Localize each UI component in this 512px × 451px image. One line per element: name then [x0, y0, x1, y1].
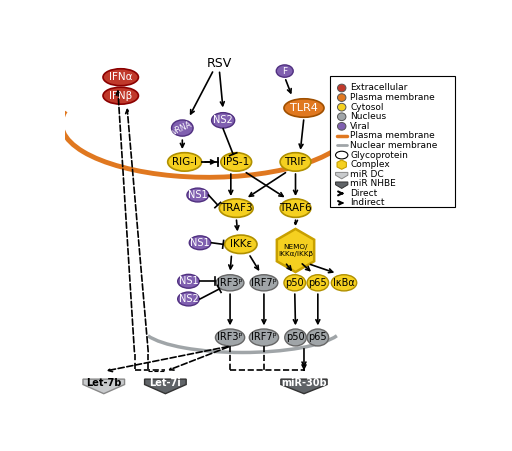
Ellipse shape	[335, 151, 348, 159]
Text: Let-7b: Let-7b	[86, 378, 121, 388]
Ellipse shape	[276, 65, 293, 77]
Ellipse shape	[337, 84, 346, 92]
Text: Indirect: Indirect	[350, 198, 385, 207]
Text: IRF7ᵖ: IRF7ᵖ	[251, 278, 277, 288]
Ellipse shape	[337, 113, 346, 120]
Text: miR-30b: miR-30b	[281, 378, 327, 388]
Text: IRF3ᵖ: IRF3ᵖ	[217, 332, 243, 342]
Text: Glycoprotein: Glycoprotein	[350, 151, 408, 160]
Ellipse shape	[280, 153, 311, 171]
Ellipse shape	[172, 120, 193, 136]
Ellipse shape	[168, 153, 202, 171]
Text: NS1: NS1	[179, 276, 198, 286]
Text: Let-7i: Let-7i	[150, 378, 181, 388]
Text: IKKε: IKKε	[230, 239, 252, 249]
Text: F: F	[282, 67, 287, 76]
Ellipse shape	[307, 275, 329, 291]
Ellipse shape	[221, 153, 251, 171]
Text: Direct: Direct	[350, 189, 377, 198]
Text: IFNα: IFNα	[109, 72, 133, 82]
Ellipse shape	[307, 329, 329, 346]
Ellipse shape	[211, 113, 234, 128]
Ellipse shape	[219, 199, 253, 217]
Text: NS2: NS2	[214, 115, 233, 125]
Text: Nucleus: Nucleus	[350, 112, 387, 121]
Text: p65: p65	[309, 278, 327, 288]
Polygon shape	[277, 229, 314, 272]
Ellipse shape	[225, 235, 257, 253]
Text: RSV: RSV	[207, 57, 232, 70]
Text: NS2: NS2	[179, 294, 198, 304]
Text: p50: p50	[285, 278, 304, 288]
Text: IFNβ: IFNβ	[109, 91, 132, 101]
Text: TRAF6: TRAF6	[279, 203, 312, 213]
Polygon shape	[337, 160, 347, 169]
Text: IRF3ᵖ: IRF3ᵖ	[217, 278, 243, 288]
Text: miR DC: miR DC	[350, 170, 384, 179]
Polygon shape	[281, 379, 327, 394]
Text: TRAF3: TRAF3	[220, 203, 252, 213]
Text: NEMO/
IKKα/IKKβ: NEMO/ IKKα/IKKβ	[278, 244, 313, 257]
Text: Cytosol: Cytosol	[350, 103, 383, 112]
Ellipse shape	[216, 329, 245, 346]
Text: Extracellular: Extracellular	[350, 83, 408, 92]
Text: NS1: NS1	[188, 190, 207, 200]
Text: p50: p50	[286, 332, 305, 342]
Text: miR NHBE: miR NHBE	[350, 179, 396, 189]
Ellipse shape	[337, 94, 346, 101]
Text: NS1: NS1	[190, 238, 210, 248]
Ellipse shape	[337, 123, 346, 130]
Text: Viral: Viral	[350, 122, 371, 131]
Ellipse shape	[284, 99, 324, 117]
Text: Plasma membrane: Plasma membrane	[350, 131, 435, 140]
Ellipse shape	[280, 199, 311, 217]
Polygon shape	[335, 182, 348, 189]
Ellipse shape	[331, 275, 357, 291]
Text: TLR4: TLR4	[290, 103, 318, 113]
Ellipse shape	[285, 329, 306, 346]
Ellipse shape	[249, 329, 279, 346]
Ellipse shape	[284, 275, 306, 291]
Text: IκBα: IκBα	[333, 278, 355, 288]
Ellipse shape	[178, 274, 199, 288]
Ellipse shape	[178, 292, 199, 306]
Text: Nuclear membrane: Nuclear membrane	[350, 141, 438, 150]
Text: Complex: Complex	[350, 160, 390, 169]
Text: TRIF: TRIF	[284, 157, 307, 167]
Ellipse shape	[189, 236, 211, 250]
Text: RIG-I: RIG-I	[172, 157, 197, 167]
Text: p65: p65	[309, 332, 327, 342]
FancyBboxPatch shape	[330, 77, 455, 207]
Ellipse shape	[337, 103, 346, 111]
Polygon shape	[144, 379, 186, 394]
Ellipse shape	[216, 275, 244, 291]
Text: IPS-1: IPS-1	[223, 157, 249, 167]
Text: IRF7ᵖ: IRF7ᵖ	[251, 332, 277, 342]
Polygon shape	[335, 172, 348, 179]
Text: vRNA: vRNA	[171, 120, 194, 137]
Ellipse shape	[250, 275, 278, 291]
Polygon shape	[83, 379, 124, 394]
Text: Plasma membrane: Plasma membrane	[350, 93, 435, 102]
Ellipse shape	[103, 87, 138, 104]
Ellipse shape	[103, 69, 138, 86]
Ellipse shape	[187, 188, 208, 202]
